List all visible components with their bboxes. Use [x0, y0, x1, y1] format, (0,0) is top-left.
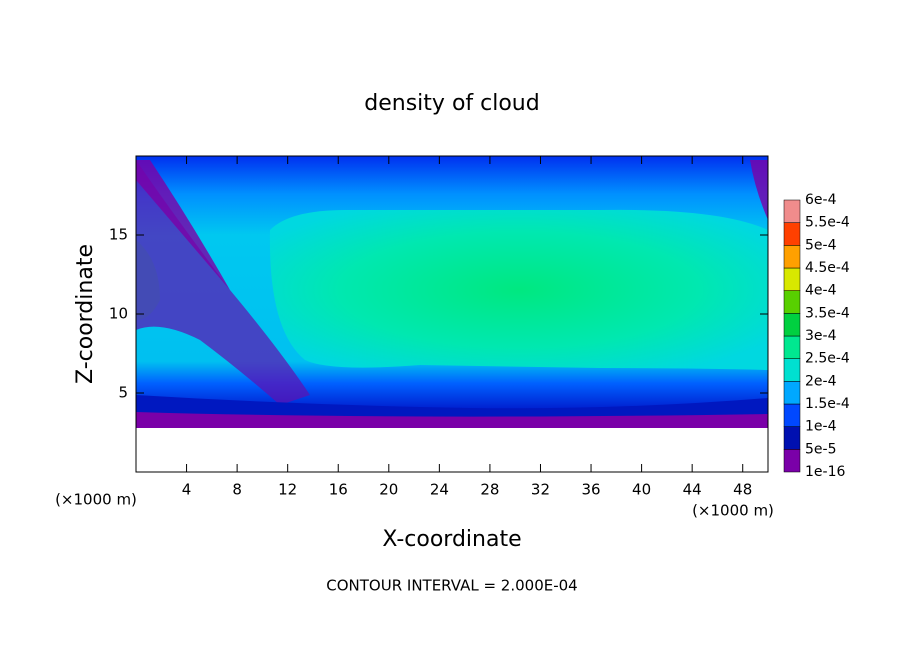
y-tick-label: 15 — [109, 226, 128, 244]
x-tick-label: 44 — [683, 481, 702, 499]
x-axis-label: X-coordinate — [382, 527, 521, 552]
colorbar-band — [783, 267, 801, 291]
colorbar-label: 1e-4 — [805, 419, 837, 435]
chart-title: density of cloud — [364, 91, 539, 116]
colorbar-label: 5e-4 — [805, 237, 837, 253]
x-tick-label: 28 — [480, 481, 499, 499]
x-tick-label: 32 — [531, 481, 550, 499]
colorbar-band — [783, 335, 801, 359]
colorbar-band — [783, 313, 801, 337]
x-tick-label: 40 — [632, 481, 651, 499]
colorbar-band — [783, 381, 801, 405]
annotation: CONTOUR INTERVAL = 2.000E-04 — [326, 577, 577, 595]
colorbar-label: 2e-4 — [805, 373, 837, 389]
colorbar-label: 3e-4 — [805, 328, 837, 344]
colorbar-label: 1e-16 — [805, 464, 845, 480]
colorbar-label: 5e-5 — [805, 441, 836, 457]
x-unit-label: (×1000 m) — [692, 502, 774, 520]
y-tick-label: 10 — [109, 305, 128, 323]
colorbar-band — [783, 245, 801, 269]
colorbar-label: 4.5e-4 — [805, 260, 850, 276]
colorbar-label: 5.5e-4 — [805, 215, 850, 231]
colorbar-label: 2.5e-4 — [805, 351, 850, 367]
x-tick-label: 20 — [379, 481, 398, 499]
colorbar-label: 1.5e-4 — [805, 396, 850, 412]
colorbar-band — [783, 290, 801, 314]
x-tick-label: 12 — [278, 481, 297, 499]
x-tick-label: 24 — [430, 481, 449, 499]
x-tick-label: 8 — [232, 481, 242, 499]
colorbar-band — [783, 358, 801, 382]
colorbar-label: 4e-4 — [805, 283, 837, 299]
x-tick-label: 36 — [581, 481, 600, 499]
colorbar-label: 3.5e-4 — [805, 305, 850, 321]
x-tick-label: 48 — [733, 481, 752, 499]
colorbar-band — [783, 449, 801, 473]
colorbar-band — [783, 222, 801, 246]
x-tick-label: 16 — [329, 481, 348, 499]
colorbar-band — [783, 426, 801, 450]
contour-field — [136, 156, 768, 472]
colorbar-band — [783, 199, 801, 223]
colorbar-band — [783, 403, 801, 427]
y-axis-label: Z-coordinate — [73, 244, 98, 384]
y-unit-label: (×1000 m) — [55, 491, 137, 509]
x-tick-label: 4 — [182, 481, 192, 499]
colorbar-label: 6e-4 — [805, 192, 837, 208]
y-tick-label: 5 — [118, 384, 128, 402]
